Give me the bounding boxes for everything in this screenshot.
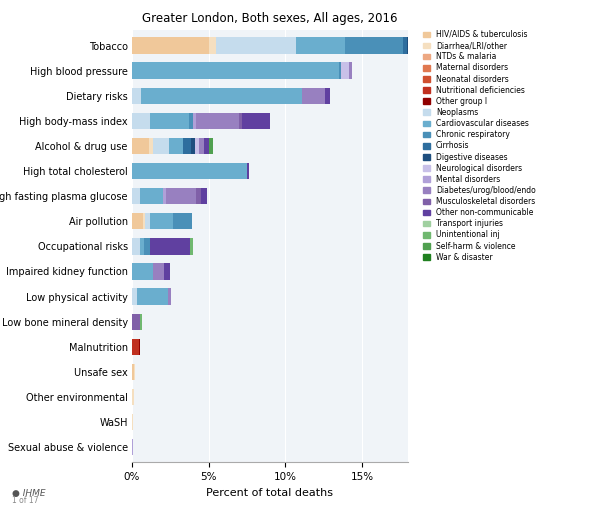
Bar [132, 138, 149, 154]
Bar [196, 188, 201, 204]
Bar [151, 113, 189, 129]
Bar [193, 113, 196, 129]
Bar [341, 62, 349, 79]
Bar [163, 188, 166, 204]
Bar [132, 389, 134, 405]
Bar [169, 138, 182, 154]
Bar [302, 87, 325, 104]
Bar [189, 113, 193, 129]
Bar [132, 188, 140, 204]
Bar [201, 188, 207, 204]
Bar [173, 213, 192, 230]
Bar [132, 414, 133, 430]
Bar [143, 213, 145, 230]
Bar [339, 62, 341, 79]
Title: Greater London, Both sexes, All ages, 2016: Greater London, Both sexes, All ages, 20… [142, 12, 398, 25]
Bar [132, 163, 247, 179]
Bar [149, 138, 154, 154]
Bar [132, 113, 151, 129]
Bar [196, 113, 239, 129]
Bar [247, 163, 250, 179]
Bar [296, 38, 345, 54]
Bar [242, 113, 270, 129]
Bar [191, 138, 195, 154]
Bar [140, 313, 142, 330]
Bar [199, 138, 204, 154]
Bar [132, 263, 154, 279]
Bar [132, 289, 137, 305]
Bar [168, 289, 171, 305]
X-axis label: Percent of total deaths: Percent of total deaths [206, 488, 334, 497]
Bar [190, 238, 193, 255]
Bar [164, 263, 170, 279]
Bar [140, 238, 144, 255]
Bar [144, 238, 151, 255]
Bar [154, 138, 169, 154]
Bar [132, 62, 339, 79]
Bar [132, 313, 140, 330]
Bar [195, 138, 199, 154]
Bar [139, 339, 140, 355]
Text: 1 of 17: 1 of 17 [12, 496, 38, 505]
Bar [209, 38, 217, 54]
Bar [217, 38, 296, 54]
Bar [132, 339, 139, 355]
Bar [166, 188, 196, 204]
Bar [349, 62, 352, 79]
Bar [403, 38, 407, 54]
Bar [132, 439, 133, 455]
Bar [141, 87, 302, 104]
Bar [345, 38, 403, 54]
Bar [151, 213, 173, 230]
Bar [132, 364, 134, 380]
Bar [145, 213, 151, 230]
Text: ● IHME: ● IHME [12, 489, 46, 498]
Legend: HIV/AIDS & tuberculosis, Diarrhea/LRI/other, NTDs & malaria, Maternal disorders,: HIV/AIDS & tuberculosis, Diarrhea/LRI/ot… [423, 30, 536, 262]
Bar [204, 138, 209, 154]
Bar [132, 238, 140, 255]
Bar [137, 289, 168, 305]
Bar [151, 238, 190, 255]
Bar [154, 263, 164, 279]
Bar [325, 87, 330, 104]
Bar [140, 188, 163, 204]
Bar [132, 87, 141, 104]
Bar [132, 38, 209, 54]
Bar [132, 213, 143, 230]
Bar [209, 138, 212, 154]
Bar [239, 113, 242, 129]
Bar [407, 38, 410, 54]
Bar [182, 138, 191, 154]
